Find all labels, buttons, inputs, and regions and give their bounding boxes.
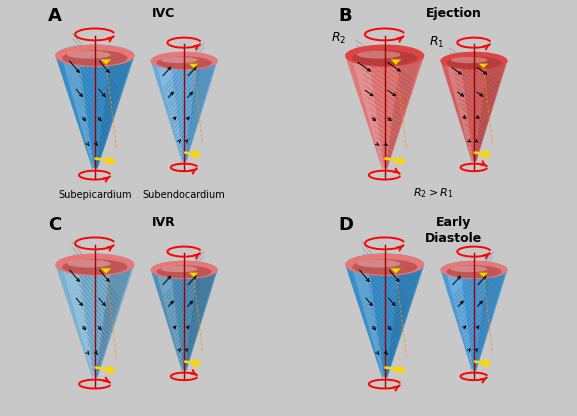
Polygon shape [445, 61, 473, 162]
Ellipse shape [67, 51, 111, 59]
Polygon shape [390, 268, 402, 274]
Ellipse shape [156, 265, 212, 278]
Text: Ejection: Ejection [426, 7, 482, 20]
Polygon shape [156, 270, 183, 371]
Polygon shape [475, 270, 506, 371]
Polygon shape [385, 265, 422, 378]
Ellipse shape [67, 260, 111, 267]
Ellipse shape [345, 45, 424, 67]
Polygon shape [440, 52, 507, 162]
Ellipse shape [440, 261, 507, 279]
Text: $R_2 > R_1$: $R_2 > R_1$ [413, 186, 454, 200]
Polygon shape [61, 56, 94, 168]
Ellipse shape [345, 254, 424, 276]
Polygon shape [96, 56, 133, 168]
Ellipse shape [62, 50, 128, 66]
Ellipse shape [447, 56, 501, 69]
Polygon shape [55, 45, 134, 169]
Ellipse shape [156, 56, 212, 69]
Polygon shape [96, 265, 133, 378]
Polygon shape [151, 52, 185, 162]
Polygon shape [151, 52, 218, 162]
Ellipse shape [352, 259, 417, 275]
Ellipse shape [357, 260, 400, 267]
Polygon shape [479, 272, 488, 277]
Ellipse shape [357, 51, 400, 59]
Text: Subepicardium: Subepicardium [58, 190, 132, 200]
Text: $R_1$: $R_1$ [429, 35, 444, 50]
Text: B: B [338, 7, 352, 25]
Polygon shape [351, 265, 384, 378]
Ellipse shape [55, 45, 134, 67]
Polygon shape [390, 59, 402, 65]
Ellipse shape [440, 52, 507, 70]
Polygon shape [445, 270, 473, 371]
Polygon shape [156, 61, 183, 162]
Ellipse shape [55, 254, 134, 276]
Polygon shape [475, 61, 506, 162]
Polygon shape [440, 261, 507, 371]
Polygon shape [351, 56, 384, 168]
Text: $R_2$: $R_2$ [331, 31, 347, 46]
Text: A: A [48, 7, 62, 25]
Ellipse shape [352, 50, 417, 66]
Text: C: C [48, 216, 62, 234]
Ellipse shape [447, 265, 501, 278]
Polygon shape [151, 261, 218, 371]
Polygon shape [189, 272, 198, 277]
Text: Early
Diastole: Early Diastole [425, 216, 482, 245]
Ellipse shape [161, 57, 197, 63]
Text: IVR: IVR [152, 216, 176, 229]
Polygon shape [100, 268, 111, 274]
Polygon shape [61, 265, 94, 378]
Text: D: D [338, 216, 353, 234]
Text: Subendocardium: Subendocardium [143, 190, 226, 200]
Polygon shape [185, 61, 216, 162]
Polygon shape [345, 45, 424, 169]
Polygon shape [479, 64, 488, 68]
Ellipse shape [451, 266, 488, 272]
Text: IVC: IVC [152, 7, 175, 20]
Ellipse shape [161, 266, 197, 272]
Ellipse shape [151, 52, 218, 70]
Polygon shape [100, 59, 111, 65]
Ellipse shape [62, 259, 128, 275]
Polygon shape [385, 56, 422, 168]
Polygon shape [55, 254, 134, 379]
Polygon shape [189, 64, 198, 68]
Polygon shape [345, 254, 424, 379]
Polygon shape [151, 261, 185, 371]
Polygon shape [185, 270, 216, 371]
Ellipse shape [451, 57, 488, 63]
Ellipse shape [151, 261, 218, 279]
